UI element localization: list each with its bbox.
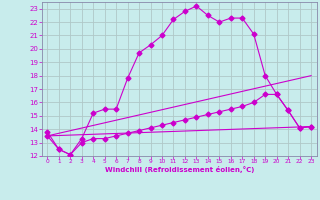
X-axis label: Windchill (Refroidissement éolien,°C): Windchill (Refroidissement éolien,°C) <box>105 166 254 173</box>
